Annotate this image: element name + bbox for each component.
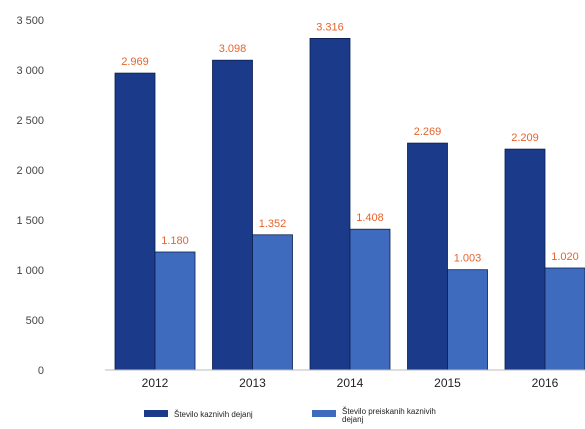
legend-swatch (144, 410, 168, 417)
data-label: 2.269 (414, 126, 442, 138)
bar-criminal-offenses (114, 72, 156, 371)
y-tick-label: 2 000 (16, 165, 44, 177)
x-axis: 2012 2013 2014 2015 2016 (105, 369, 585, 390)
y-axis: 0 500 1 000 1 500 2 000 2 500 3 000 3 500 (16, 15, 44, 377)
legend-swatch (312, 410, 336, 417)
bar-criminal-offenses (407, 142, 448, 371)
bar-investigated-offenses (447, 269, 488, 371)
legend: Število kaznivih dejanj Število preiskani… (144, 407, 436, 424)
legend-label: Število preiskanih kaznivih dejanj (342, 407, 436, 424)
x-tick-label: 2015 (434, 376, 461, 390)
data-label: 1.180 (161, 235, 189, 247)
bar-criminal-offenses (504, 148, 546, 371)
bar-criminal-offenses (309, 38, 351, 371)
data-label: 3.316 (316, 21, 344, 33)
bar-investigated-offenses (154, 251, 196, 371)
data-label: 1.020 (551, 251, 579, 263)
y-tick-label: 500 (26, 315, 44, 327)
x-tick-label: 2012 (142, 376, 169, 390)
bars: 2.969 1.180 3.098 1.352 3.316 1.408 2.269 1.003… (114, 21, 585, 371)
y-tick-label: 1 000 (16, 265, 44, 277)
data-label: 1.003 (454, 253, 482, 265)
bar-investigated-offenses (252, 234, 293, 371)
bar-investigated-offenses (544, 267, 585, 371)
legend-label: Število kaznivih dejanj (174, 410, 253, 419)
bar-criminal-offenses (212, 59, 253, 371)
data-label: 1.352 (259, 218, 287, 230)
x-tick-label: 2013 (239, 376, 266, 390)
y-tick-label: 1 500 (16, 215, 44, 227)
x-tick-label: 2016 (532, 376, 559, 390)
y-tick-label: 3 500 (16, 15, 44, 27)
x-tick-label: 2014 (337, 376, 364, 390)
y-tick-label: 0 (38, 365, 44, 377)
bar-investigated-offenses (349, 228, 391, 371)
data-label: 3.098 (219, 43, 247, 55)
data-label: 2.209 (511, 132, 539, 144)
y-tick-label: 3 000 (16, 65, 44, 77)
data-label: 2.969 (121, 56, 149, 68)
y-tick-label: 2 500 (16, 115, 44, 127)
data-label: 1.408 (356, 212, 384, 224)
